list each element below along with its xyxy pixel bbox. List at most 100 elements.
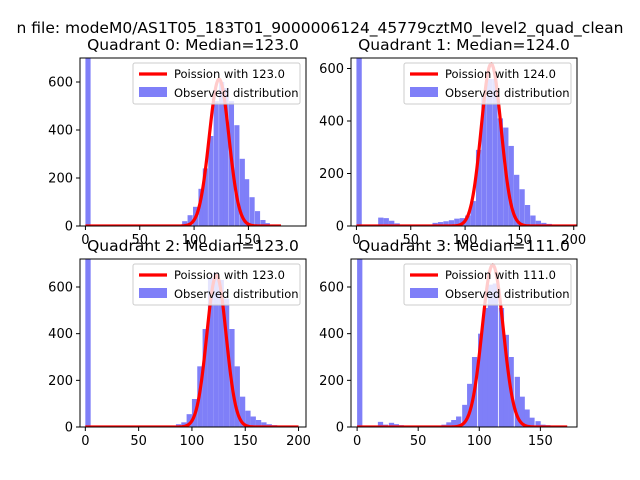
histogram-bar [234, 366, 240, 427]
histogram-bar [486, 79, 493, 226]
histogram-bar [470, 201, 476, 226]
histogram-bar [198, 188, 204, 226]
x-tick-label: 50 [410, 434, 427, 449]
histogram-bar [478, 333, 484, 427]
histogram-bar [475, 149, 482, 226]
histogram-bar [497, 118, 504, 226]
histogram-bar [519, 189, 525, 226]
subplot-title: Quadrant 2: Median=123.0 [87, 237, 299, 255]
histogram-bar [239, 158, 245, 226]
y-tick-label: 200 [48, 172, 73, 187]
histogram-bar [519, 396, 525, 427]
x-tick-label: 0 [353, 434, 361, 449]
histogram-bar [85, 58, 91, 226]
histogram-bar [454, 218, 460, 226]
y-tick-label: 400 [48, 124, 73, 139]
legend: Poission with 123.0 Observed distribution [132, 62, 301, 105]
histogram-bar [234, 125, 240, 226]
x-tick-label: 50 [131, 233, 148, 248]
histogram-bar [492, 79, 498, 226]
histogram-bar [208, 136, 214, 226]
y-tick-label: 600 [319, 281, 344, 296]
x-tick-label: 150 [236, 233, 261, 248]
y-tick-label: 400 [319, 115, 344, 130]
histogram-bar [462, 404, 468, 427]
histogram-bar [254, 211, 261, 226]
y-tick-label: 400 [319, 327, 344, 342]
histogram-bar [244, 179, 250, 226]
legend-box [132, 263, 301, 306]
axes-frame [79, 57, 307, 227]
histogram-bar [389, 220, 395, 226]
histogram-bar [448, 220, 455, 226]
legend-patch-swatch [410, 87, 438, 97]
x-tick-label: 0 [352, 233, 360, 248]
histogram-bar [482, 308, 489, 427]
histogram-bar [383, 218, 389, 226]
subplot-title: Quadrant 0: Median=123.0 [87, 36, 299, 54]
axes-frame [350, 258, 578, 428]
histogram-bar [388, 422, 395, 427]
histogram-bar [249, 197, 255, 226]
histogram-bar [524, 409, 530, 427]
histogram-bar [535, 220, 542, 226]
legend-label-observed: Observed distribution [174, 287, 299, 301]
legend-label-observed: Observed distribution [445, 287, 570, 301]
subplot-q0: Quadrant 0: Median=123.0 0 50 100 150 0 200 400… [48, 36, 307, 248]
y-tick-label: 600 [48, 76, 73, 91]
legend-patch-swatch [410, 288, 438, 298]
histogram-bar [207, 277, 214, 427]
legend: Poission with 124.0 Observed distribution [403, 62, 572, 105]
histogram-bar [357, 259, 363, 427]
x-tick-label: 150 [507, 233, 532, 248]
histogram-bar [437, 222, 444, 226]
histogram-bar [202, 329, 208, 427]
x-tick-label: 50 [402, 233, 419, 248]
histogram-bar [498, 308, 505, 427]
histogram-bar [186, 414, 192, 427]
legend-box [132, 62, 301, 105]
histogram-bar [260, 220, 266, 226]
histogram-bar [535, 421, 541, 427]
axes-frame [350, 57, 578, 227]
y-tick-label: 400 [48, 327, 73, 342]
x-tick-label: 100 [453, 233, 478, 248]
legend-label-poisson: Poission with 111.0 [445, 268, 556, 282]
legend-label-poisson: Poission with 123.0 [174, 268, 285, 282]
subplot-q2: Quadrant 2: Median=123.0 0 50 100 150 200 0 200… [48, 237, 311, 449]
histogram-bar [378, 217, 384, 226]
histogram-bar [487, 284, 494, 427]
histogram-bar [446, 422, 452, 427]
histogram-bar [261, 422, 267, 427]
subplot-title: Quadrant 1: Median=124.0 [358, 36, 570, 54]
histogram-bar [223, 298, 230, 427]
histogram-bar [213, 101, 219, 226]
legend-label-observed: Observed distribution [445, 86, 570, 100]
histogram-bar [213, 273, 219, 427]
histogram-bar [239, 396, 246, 427]
histogram-bar [514, 376, 520, 427]
x-tick-label: 200 [561, 233, 586, 248]
histogram-bar [443, 221, 449, 226]
legend-label-poisson: Poission with 124.0 [445, 67, 556, 81]
histogram-bar [529, 417, 535, 427]
legend-box [403, 263, 572, 306]
legend-patch-swatch [139, 87, 167, 97]
poisson-curve [84, 273, 300, 427]
histogram-bar [356, 58, 362, 226]
histogram-bar [182, 221, 188, 226]
histogram-bar [250, 416, 256, 427]
histogram-bar [377, 421, 384, 427]
y-tick-label: 0 [336, 421, 344, 436]
legend-label-observed: Observed distribution [174, 86, 299, 100]
x-tick-label: 150 [233, 434, 258, 449]
subplot-q1: Quadrant 1: Median=124.0 0 50 100 150 200 0 200… [319, 36, 586, 248]
histogram-bar [524, 205, 531, 226]
histogram-bar [451, 420, 457, 427]
histogram-bar [530, 215, 536, 226]
x-tick-label: 0 [81, 233, 89, 248]
histogram-bar [181, 422, 187, 427]
histogram-bar [223, 88, 229, 226]
y-tick-label: 0 [65, 421, 73, 436]
